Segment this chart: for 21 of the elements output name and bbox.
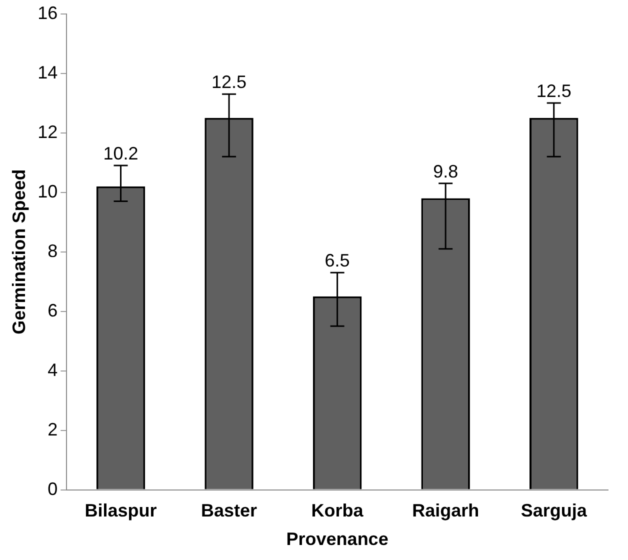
x-tick-label: Bilaspur [84,500,157,521]
x-tick-label: Baster [201,500,258,521]
y-tick-label: 0 [48,478,58,499]
y-tick-label: 14 [38,62,58,82]
data-label: 10.2 [103,143,138,164]
y-tick-label: 16 [38,2,58,23]
x-tick-label: Raigarh [412,500,480,521]
y-tick-label: 2 [48,419,58,440]
y-tick-label: 8 [48,240,58,261]
y-axis-title: Germination Speed [8,169,29,334]
data-label: 12.5 [536,81,572,102]
y-tick-label: 12 [38,122,58,142]
x-tick-label: Sarguja [520,500,588,521]
data-label: 6.5 [324,250,350,271]
x-axis-title: Provenance [286,529,388,550]
y-tick-label: 4 [48,360,58,380]
y-tick-label: 10 [38,181,58,202]
y-tick-label: 6 [48,300,58,320]
data-label: 12.5 [212,72,247,92]
x-tick-label: Korba [311,500,364,521]
data-label: 9.8 [433,161,458,182]
